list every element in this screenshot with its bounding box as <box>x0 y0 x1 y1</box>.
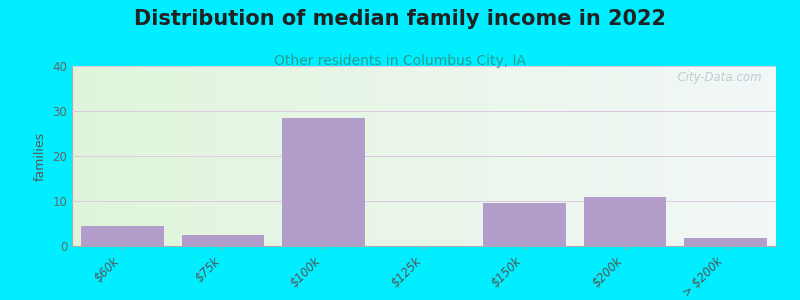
Text: Distribution of median family income in 2022: Distribution of median family income in … <box>134 9 666 29</box>
Text: Other residents in Columbus City, IA: Other residents in Columbus City, IA <box>274 54 526 68</box>
Bar <box>584 196 666 246</box>
Bar <box>282 118 365 246</box>
Bar <box>483 203 566 246</box>
Bar <box>182 235 264 246</box>
Y-axis label: families: families <box>34 131 46 181</box>
Bar <box>81 226 163 246</box>
Text: City-Data.com: City-Data.com <box>670 71 762 84</box>
Bar <box>685 238 767 246</box>
